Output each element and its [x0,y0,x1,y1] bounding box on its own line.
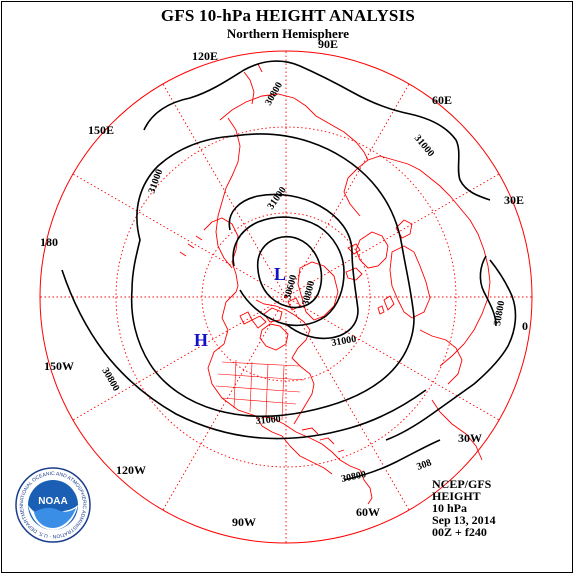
logo-text: NOAA [38,496,67,507]
contour-31000-inner [228,193,359,340]
longitude-label-90w: 90W [232,515,256,529]
coastline-kamchatka [215,117,241,269]
page-title: GFS 10-hPa HEIGHT ANALYSIS [160,6,416,25]
longitude-label-60e: 60E [432,93,452,107]
contour-label: 31000 [146,168,165,195]
info-date: Sep 13, 2014 [432,513,496,527]
info-field: HEIGHT [432,489,481,503]
coastline-alaska [203,217,239,293]
coastline-siberia [219,93,369,161]
low-pressure-center: L [274,264,286,284]
contour-label: 30800 [300,280,317,307]
longitude-label-0: 0 [522,319,528,333]
coastline-eurasia [343,155,491,367]
contour-30600-low [256,236,323,309]
us-state-borders [215,359,305,421]
coastline-hudson-bay [259,323,289,351]
contour-30800-west [479,255,497,327]
contour-label: 30800 [492,300,507,327]
coastline-aleutians [179,235,203,257]
contour-label: 31000 [265,185,288,212]
coastline-north-america [207,291,373,505]
longitude-label-90e: 90E [318,37,338,51]
longitude-label-30w: 30W [458,431,482,445]
coastline-caribbean [301,427,345,453]
contour-label: 308 [415,457,433,472]
contour-31000-ring [130,133,415,418]
coastline-greenland [297,261,339,321]
contour-label: 31000 [331,334,358,349]
coastline-mediterranean [419,329,463,385]
longitude-label-120e: 120E [192,49,218,63]
high-pressure-center: H [194,330,208,350]
coastline-central-america [255,415,333,475]
longitude-label-group: 90E 120E 60E 150E 30E 180 0 150W 30W 120… [40,37,528,529]
coastline-arctic-islands [239,297,301,329]
contour-30800-outer-north [143,60,491,201]
coastline-novaya-zemlya [395,219,413,239]
coastline-europe [355,231,431,319]
contour-label: 30800 [263,80,285,107]
contour-30800-south [61,269,427,440]
contour-label: 31000 [412,133,436,159]
info-source: NCEP/GFS [432,477,492,491]
coastline-iceland [345,267,363,281]
latitude-circle-30 [115,126,457,468]
longitude-label-60w: 60W [356,505,380,519]
hemisphere-boundary [39,50,533,544]
longitude-label-150w: 150W [44,359,74,373]
coastline-british-isles [377,295,395,315]
contour-30800-outer-east [385,259,517,441]
contour-label: 30800 [99,366,121,393]
info-level: 10 hPa [432,501,468,515]
noaa-logo: NATIONAL OCEANIC AND ATMOSPHERIC ADMINIS… [14,466,91,543]
contour-label-group: 30800 31000 31000 31000 30600 30800 3100… [99,80,507,485]
page-subtitle: Northern Hemisphere [226,26,350,41]
longitude-label-180: 180 [40,235,58,249]
coastline-japan [243,63,263,105]
info-cycle: 00Z + f240 [432,525,487,539]
longitude-label-120w: 120W [116,463,146,477]
longitude-label-30e: 30E [504,193,524,207]
height-contours [61,60,517,481]
contour-label: 30800 [340,469,367,485]
longitude-label-150e: 150E [88,123,114,137]
contour-30800-mid [232,216,345,327]
contour-30800-southeast [343,439,441,481]
coastlines [179,63,491,505]
contour-label: 31000 [255,414,281,427]
